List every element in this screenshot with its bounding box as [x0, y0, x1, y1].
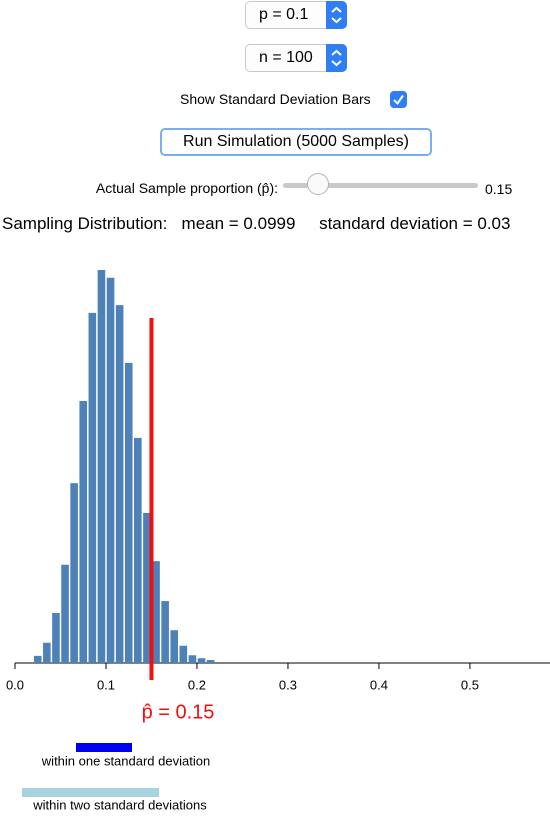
- slider-label: Actual Sample proportion (p̂):: [95, 180, 278, 196]
- x-tick-label: 0.0: [6, 677, 24, 692]
- checkbox[interactable]: [390, 91, 407, 108]
- bar: [88, 312, 97, 663]
- stats-sd: standard deviation = 0.03: [319, 214, 511, 233]
- bar: [152, 561, 160, 663]
- bar: [206, 660, 215, 663]
- bar: [70, 483, 78, 663]
- bar: [179, 645, 188, 663]
- x-tick-label: 0.5: [461, 677, 479, 692]
- slider-thumb[interactable]: [307, 173, 330, 195]
- checkbox-label: Show Standard Deviation Bars: [180, 91, 371, 107]
- slider-track[interactable]: [283, 183, 478, 188]
- x-tick-label: 0.2: [188, 677, 206, 692]
- n-select-text: n = 100: [259, 49, 313, 66]
- n-select[interactable]: n = 100: [245, 44, 347, 72]
- bar: [143, 512, 151, 663]
- select-arrow: [326, 1, 347, 29]
- stats-mean: mean = 0.0999: [181, 214, 296, 233]
- p-select[interactable]: p = 0.1: [245, 1, 347, 29]
- bar: [33, 655, 42, 663]
- bar: [124, 362, 133, 663]
- bar: [97, 270, 106, 663]
- x-tick-label: 0.4: [370, 677, 388, 692]
- x-tick-label: 0.3: [279, 677, 297, 692]
- bar: [134, 437, 142, 663]
- legend-two-sd: within two standard deviations: [32, 797, 207, 812]
- stats-label: Sampling Distribution:: [2, 214, 168, 233]
- bar: [52, 612, 60, 663]
- bar: [61, 564, 69, 663]
- bar: [79, 401, 88, 663]
- bar: [106, 277, 115, 663]
- p-select-text: p = 0.1: [259, 6, 309, 23]
- stats: Sampling Distribution: mean = 0.0999 sta…: [2, 214, 510, 234]
- bar: [188, 655, 197, 663]
- bar: [161, 601, 169, 663]
- x-tick-label: 0.1: [97, 677, 115, 692]
- marker-label: p̂ = 0.15: [142, 701, 215, 723]
- slider-value: 0.15: [485, 181, 513, 197]
- legend-two-sd-swatch: [22, 788, 159, 797]
- select-arrow: [326, 44, 347, 72]
- bar: [197, 658, 206, 663]
- bar: [43, 642, 51, 663]
- bar: [170, 630, 179, 663]
- bar: [115, 305, 124, 663]
- legend-one-sd-swatch: [76, 743, 132, 752]
- run-button[interactable]: Run Simulation (5000 Samples): [160, 128, 432, 156]
- legend-one-sd: within one standard deviation: [41, 753, 210, 768]
